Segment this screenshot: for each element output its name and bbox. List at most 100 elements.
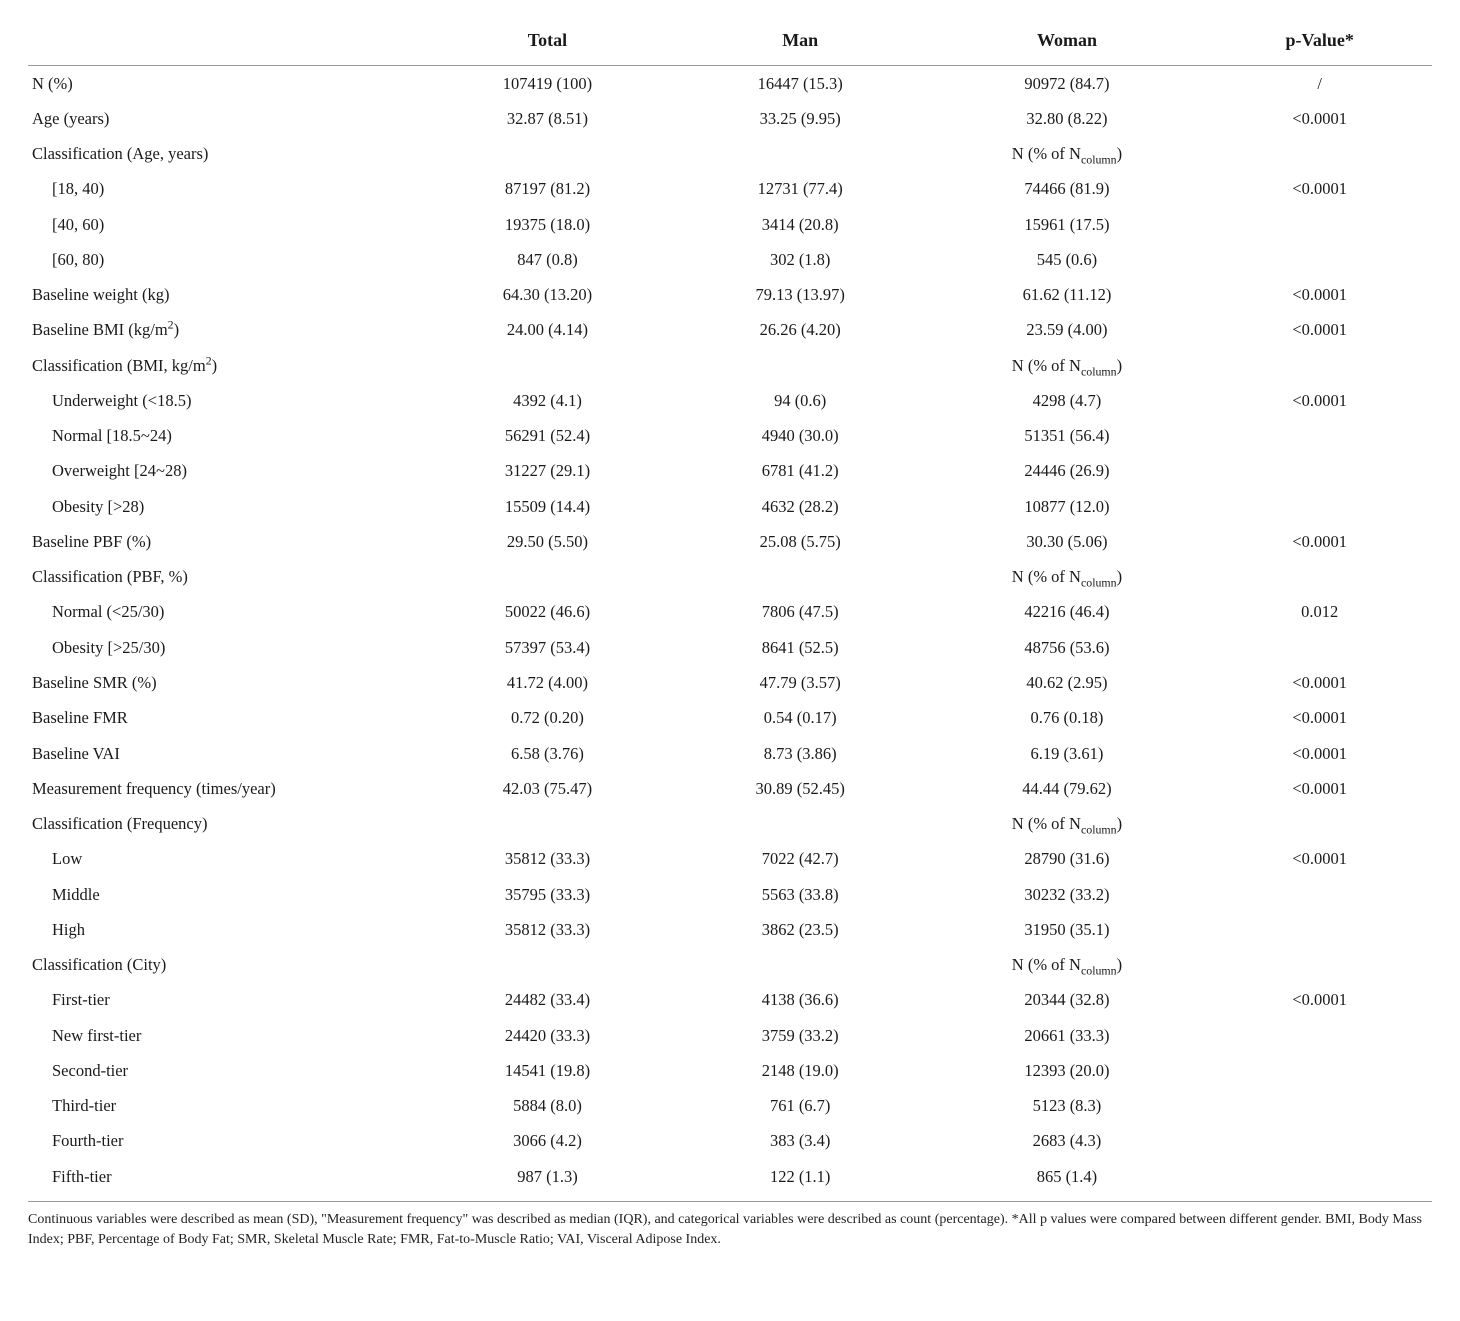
table-row: Obesity [>28)15509 (14.4)4632 (28.2)1087…	[28, 489, 1432, 524]
cell-total	[421, 560, 674, 595]
cell-total	[421, 348, 674, 383]
cell-total: 35795 (33.3)	[421, 877, 674, 912]
table-row: Measurement frequency (times/year)42.03 …	[28, 771, 1432, 806]
table-row: Classification (PBF, %) N (% of Ncolumn)	[28, 560, 1432, 595]
cell-woman: 545 (0.6)	[927, 242, 1208, 277]
cell-pvalue	[1207, 489, 1432, 524]
cell-pvalue: <0.0001	[1207, 842, 1432, 877]
cell-woman: 28790 (31.6)	[927, 842, 1208, 877]
cell-man	[674, 348, 927, 383]
cell-total: 29.50 (5.50)	[421, 524, 674, 559]
table-row: [60, 80)847 (0.8)302 (1.8)545 (0.6)	[28, 242, 1432, 277]
table-header-row: Total Man Woman p-Value*	[28, 20, 1432, 66]
cell-man: 0.54 (0.17)	[674, 701, 927, 736]
row-label: Classification (PBF, %)	[28, 560, 421, 595]
cell-total: 0.72 (0.20)	[421, 701, 674, 736]
cell-total: 57397 (53.4)	[421, 630, 674, 665]
cell-man: 79.13 (13.97)	[674, 278, 927, 313]
table-row: Classification (City)N (% of Ncolumn)	[28, 948, 1432, 983]
cell-pvalue	[1207, 948, 1432, 983]
cell-woman: 40.62 (2.95)	[927, 666, 1208, 701]
row-label: Obesity [>25/30)	[28, 630, 421, 665]
cell-man	[674, 807, 927, 842]
row-label: Baseline VAI	[28, 736, 421, 771]
cell-total: 15509 (14.4)	[421, 489, 674, 524]
table-row: Classification (BMI, kg/m2) N (% of Ncolu…	[28, 348, 1432, 383]
cell-man: 7806 (47.5)	[674, 595, 927, 630]
row-label: First-tier	[28, 983, 421, 1018]
cell-pvalue: <0.0001	[1207, 278, 1432, 313]
table-row: Second-tier14541 (19.8)2148 (19.0)12393 …	[28, 1053, 1432, 1088]
row-label: Baseline SMR (%)	[28, 666, 421, 701]
cell-woman: 48756 (53.6)	[927, 630, 1208, 665]
cell-woman: 42216 (46.4)	[927, 595, 1208, 630]
cell-woman: 24446 (26.9)	[927, 454, 1208, 489]
cell-pvalue: <0.0001	[1207, 524, 1432, 559]
cell-woman: 0.76 (0.18)	[927, 701, 1208, 736]
table-row: Low35812 (33.3)7022 (42.7)28790 (31.6)<0…	[28, 842, 1432, 877]
cell-man: 3414 (20.8)	[674, 207, 927, 242]
row-label: Normal (<25/30)	[28, 595, 421, 630]
row-label: Middle	[28, 877, 421, 912]
cell-total: 24482 (33.4)	[421, 983, 674, 1018]
cell-woman: 51351 (56.4)	[927, 419, 1208, 454]
cell-woman: N (% of Ncolumn)	[927, 948, 1208, 983]
cell-woman: 2683 (4.3)	[927, 1124, 1208, 1159]
cell-pvalue	[1207, 419, 1432, 454]
cell-man: 5563 (33.8)	[674, 877, 927, 912]
row-label: Age (years)	[28, 101, 421, 136]
cell-total: 4392 (4.1)	[421, 383, 674, 418]
table-row: Normal (<25/30)50022 (46.6)7806 (47.5)42…	[28, 595, 1432, 630]
cell-total: 14541 (19.8)	[421, 1053, 674, 1088]
cell-pvalue	[1207, 137, 1432, 172]
row-label: Obesity [>28)	[28, 489, 421, 524]
cell-total: 41.72 (4.00)	[421, 666, 674, 701]
cell-woman: 20344 (32.8)	[927, 983, 1208, 1018]
cell-woman: 32.80 (8.22)	[927, 101, 1208, 136]
cell-pvalue	[1207, 348, 1432, 383]
table-row: Underweight (<18.5)4392 (4.1)94 (0.6)429…	[28, 383, 1432, 418]
cell-pvalue	[1207, 1159, 1432, 1194]
table-row: New first-tier24420 (33.3)3759 (33.2)206…	[28, 1018, 1432, 1053]
row-label: Baseline PBF (%)	[28, 524, 421, 559]
table-row: Classification (Frequency)N (% of Ncolum…	[28, 807, 1432, 842]
cell-total: 87197 (81.2)	[421, 172, 674, 207]
table-row: [40, 60)19375 (18.0)3414 (20.8)15961 (17…	[28, 207, 1432, 242]
cell-man: 7022 (42.7)	[674, 842, 927, 877]
cell-woman: N (% of Ncolumn)	[927, 348, 1208, 383]
row-label: Classification (BMI, kg/m2)	[28, 348, 421, 383]
cell-total: 50022 (46.6)	[421, 595, 674, 630]
cell-man: 4138 (36.6)	[674, 983, 927, 1018]
cell-pvalue	[1207, 807, 1432, 842]
row-label: Second-tier	[28, 1053, 421, 1088]
table-row: Age (years)32.87 (8.51)33.25 (9.95)32.80…	[28, 101, 1432, 136]
cell-man: 4940 (30.0)	[674, 419, 927, 454]
table-row: N (%)107419 (100)16447 (15.3)90972 (84.7…	[28, 66, 1432, 102]
cell-total: 24420 (33.3)	[421, 1018, 674, 1053]
table-row: High35812 (33.3)3862 (23.5)31950 (35.1)	[28, 912, 1432, 947]
cell-pvalue: <0.0001	[1207, 736, 1432, 771]
cell-woman: N (% of Ncolumn)	[927, 560, 1208, 595]
cell-pvalue: 0.012	[1207, 595, 1432, 630]
cell-woman: 61.62 (11.12)	[927, 278, 1208, 313]
table-row: Middle35795 (33.3)5563 (33.8)30232 (33.2…	[28, 877, 1432, 912]
table-row: Baseline VAI6.58 (3.76)8.73 (3.86)6.19 (…	[28, 736, 1432, 771]
row-label: N (%)	[28, 66, 421, 102]
table-body: N (%)107419 (100)16447 (15.3)90972 (84.7…	[28, 66, 1432, 1195]
cell-pvalue: <0.0001	[1207, 771, 1432, 806]
col-header-blank	[28, 20, 421, 66]
cell-pvalue	[1207, 1053, 1432, 1088]
row-label: Classification (Age, years)	[28, 137, 421, 172]
cell-woman: 31950 (35.1)	[927, 912, 1208, 947]
table-footnote: Continuous variables were described as m…	[28, 1202, 1432, 1251]
row-label: Third-tier	[28, 1089, 421, 1124]
cell-pvalue: /	[1207, 66, 1432, 102]
cell-man: 3759 (33.2)	[674, 1018, 927, 1053]
cell-woman: 5123 (8.3)	[927, 1089, 1208, 1124]
cell-total: 35812 (33.3)	[421, 912, 674, 947]
cell-pvalue	[1207, 560, 1432, 595]
cell-man: 94 (0.6)	[674, 383, 927, 418]
cell-man: 122 (1.1)	[674, 1159, 927, 1194]
row-label: Baseline weight (kg)	[28, 278, 421, 313]
cell-pvalue: <0.0001	[1207, 101, 1432, 136]
